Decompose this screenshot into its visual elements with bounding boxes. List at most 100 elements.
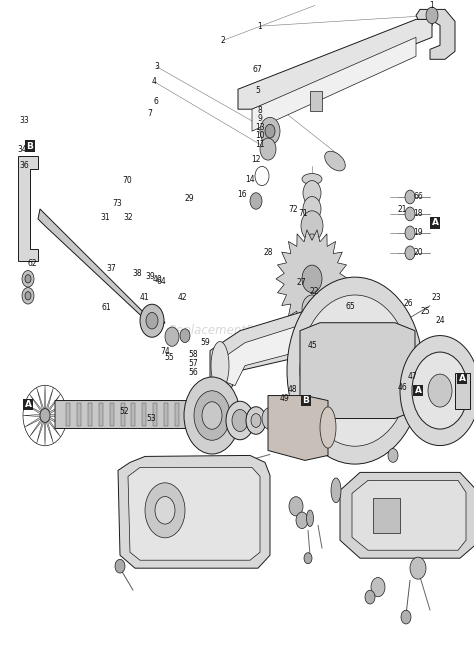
Circle shape [301, 211, 323, 241]
Text: 12: 12 [251, 155, 261, 164]
Text: 39: 39 [145, 272, 155, 281]
Text: 25: 25 [420, 307, 430, 316]
Polygon shape [164, 402, 168, 426]
Text: 70: 70 [122, 176, 132, 185]
Text: 24: 24 [435, 316, 445, 325]
Circle shape [304, 552, 312, 564]
Polygon shape [340, 472, 474, 558]
Circle shape [150, 479, 160, 493]
Text: 4: 4 [152, 77, 156, 86]
Text: 71: 71 [299, 210, 308, 218]
Polygon shape [47, 419, 61, 437]
Text: B: B [27, 142, 34, 151]
Polygon shape [23, 415, 41, 417]
Circle shape [246, 407, 266, 434]
Polygon shape [352, 481, 466, 550]
Text: 3: 3 [154, 62, 159, 71]
Text: B: B [302, 396, 310, 405]
Circle shape [232, 409, 248, 432]
Polygon shape [29, 394, 43, 413]
Ellipse shape [305, 234, 319, 247]
Polygon shape [44, 421, 46, 446]
Text: 1: 1 [257, 22, 262, 31]
Text: A: A [431, 219, 438, 227]
Text: 18: 18 [413, 210, 423, 219]
Text: 42: 42 [178, 293, 187, 302]
Text: 59: 59 [200, 338, 210, 347]
Text: 40: 40 [153, 275, 163, 284]
Polygon shape [131, 402, 136, 426]
Text: 38: 38 [133, 269, 142, 278]
Polygon shape [186, 402, 190, 426]
Polygon shape [46, 388, 54, 411]
Polygon shape [29, 419, 43, 437]
Text: 28: 28 [263, 248, 273, 257]
Polygon shape [49, 415, 67, 417]
Circle shape [165, 327, 179, 346]
Text: 66: 66 [413, 193, 423, 202]
Circle shape [262, 407, 278, 430]
Circle shape [194, 390, 230, 440]
Text: 20: 20 [413, 248, 423, 257]
Circle shape [303, 181, 321, 206]
Text: 37: 37 [107, 264, 116, 273]
Text: A: A [458, 374, 465, 383]
Text: 36: 36 [20, 161, 29, 170]
Circle shape [388, 449, 398, 462]
Circle shape [289, 497, 303, 516]
Circle shape [300, 295, 410, 446]
Circle shape [265, 124, 275, 138]
Polygon shape [276, 230, 348, 328]
Text: 2: 2 [220, 36, 225, 45]
Polygon shape [128, 468, 260, 560]
Text: 46: 46 [398, 383, 408, 392]
Text: 11: 11 [255, 140, 264, 150]
Circle shape [302, 265, 322, 293]
Circle shape [334, 332, 346, 349]
Circle shape [405, 226, 415, 240]
Circle shape [405, 246, 415, 260]
Text: 13: 13 [255, 123, 264, 132]
Circle shape [426, 7, 438, 24]
Text: 16: 16 [237, 190, 246, 199]
Circle shape [184, 377, 240, 454]
Text: 22: 22 [310, 287, 319, 296]
Polygon shape [25, 404, 42, 415]
Circle shape [260, 118, 280, 145]
Text: 6: 6 [154, 97, 159, 106]
Polygon shape [38, 209, 165, 328]
Text: 7: 7 [147, 109, 152, 118]
Polygon shape [153, 402, 157, 426]
Polygon shape [36, 388, 44, 411]
Ellipse shape [331, 478, 341, 503]
Circle shape [325, 342, 335, 355]
Text: 10: 10 [255, 131, 264, 140]
Polygon shape [238, 20, 432, 109]
Circle shape [146, 313, 158, 329]
Polygon shape [77, 402, 81, 426]
Text: 62: 62 [27, 259, 37, 268]
Circle shape [412, 352, 468, 429]
Polygon shape [66, 402, 70, 426]
Circle shape [371, 577, 385, 597]
Polygon shape [18, 156, 38, 261]
Text: 41: 41 [140, 293, 149, 302]
Circle shape [318, 429, 332, 448]
Circle shape [312, 398, 324, 415]
Text: 67: 67 [253, 65, 262, 74]
Circle shape [251, 413, 261, 427]
Ellipse shape [325, 151, 345, 171]
Text: 26: 26 [404, 298, 413, 308]
Text: 33: 33 [20, 116, 29, 125]
Text: 57: 57 [189, 358, 198, 368]
Circle shape [303, 197, 321, 221]
Polygon shape [300, 323, 415, 419]
Text: 45: 45 [308, 341, 318, 350]
Text: 72: 72 [288, 206, 298, 214]
Circle shape [260, 138, 276, 160]
Text: 27: 27 [296, 278, 306, 287]
Circle shape [115, 560, 125, 573]
Text: 64: 64 [156, 277, 166, 286]
Polygon shape [46, 420, 54, 443]
Circle shape [145, 483, 185, 538]
